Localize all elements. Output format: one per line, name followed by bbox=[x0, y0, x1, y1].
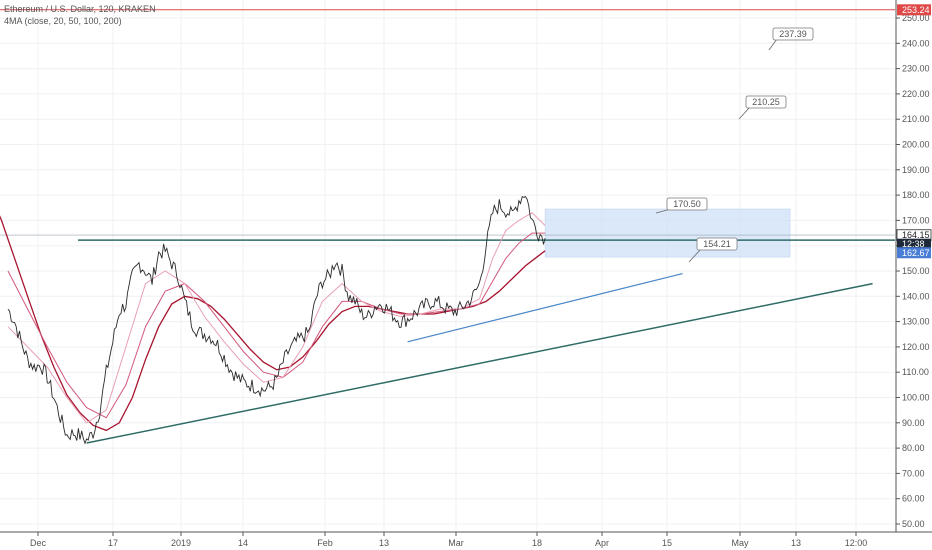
y-tick-label: 230.00 bbox=[902, 64, 930, 74]
x-tick-label: 15 bbox=[662, 538, 672, 548]
y-tick-label: 130.00 bbox=[902, 317, 930, 327]
price-badge-bg bbox=[897, 4, 931, 16]
x-tick-label: 14 bbox=[238, 538, 248, 548]
price-badge-253.24: 253.24 bbox=[897, 4, 931, 16]
price-badge-label: 162.67 bbox=[902, 248, 930, 258]
price-badge-bg bbox=[897, 247, 931, 259]
x-tick-label: 12:00 bbox=[845, 538, 868, 548]
y-tick-label: 90.00 bbox=[902, 418, 925, 428]
x-tick-label: 13 bbox=[379, 538, 389, 548]
callout-box bbox=[696, 237, 738, 251]
callout-box bbox=[666, 197, 708, 211]
y-tick-label: 120.00 bbox=[902, 342, 930, 352]
y-tick-label: 140.00 bbox=[902, 291, 930, 301]
price-badge-label: 12:38 bbox=[902, 239, 925, 249]
x-tick-label: 2019 bbox=[171, 538, 191, 548]
y-tick-label: 60.00 bbox=[902, 494, 925, 504]
x-tick-label: Feb bbox=[317, 538, 333, 548]
y-tick-label: 200.00 bbox=[902, 140, 930, 150]
y-tick-label: 170.00 bbox=[902, 215, 930, 225]
callout-box bbox=[772, 27, 814, 41]
target-zone-box bbox=[544, 208, 791, 258]
callout-leader bbox=[738, 106, 751, 120]
x-tick-label: Dec bbox=[30, 538, 47, 548]
callout-210.25: 210.25 bbox=[738, 95, 787, 120]
callout-154.21: 154.21 bbox=[688, 237, 738, 263]
legend: Ethereum / U.S. Dollar, 120, KRAKEN 4MA … bbox=[4, 3, 156, 27]
ma-fast-line bbox=[7, 212, 546, 424]
ma-mid-line bbox=[7, 232, 546, 419]
price-badge-label: 253.24 bbox=[902, 5, 930, 15]
price-badge-162.67: 162.67 bbox=[897, 247, 931, 259]
callout-label: 154.21 bbox=[703, 239, 731, 249]
y-tick-label: 240.00 bbox=[902, 38, 930, 48]
trendline-light bbox=[407, 272, 683, 343]
trend-lines bbox=[86, 272, 873, 444]
y-tick-label: 220.00 bbox=[902, 89, 930, 99]
callout-leader bbox=[688, 248, 702, 263]
callout-170.50: 170.50 bbox=[655, 197, 708, 214]
callout-box bbox=[745, 95, 787, 109]
callout-237.39: 237.39 bbox=[768, 27, 814, 51]
callout-label: 237.39 bbox=[779, 29, 807, 39]
indicator-title: 4MA (close, 20, 50, 100, 200) bbox=[4, 16, 122, 26]
y-tick-label: 210.00 bbox=[902, 114, 930, 124]
y-tick-label: 70.00 bbox=[902, 468, 925, 478]
callout-leader bbox=[768, 38, 778, 51]
price-line bbox=[7, 195, 546, 445]
y-tick-label: 110.00 bbox=[902, 367, 929, 377]
y-axis: 50.00 60.00 70.00 80.00 90.00 100.00 110.00 120… bbox=[896, 13, 930, 529]
symbol-title: Ethereum / U.S. Dollar, 120, KRAKEN bbox=[4, 4, 156, 14]
x-axis: Dec 17 2019 14 Feb 13 Mar 18 Apr 15 May 13 12:00 bbox=[30, 532, 867, 548]
y-tick-label: 250.00 bbox=[902, 13, 930, 23]
x-tick-label: 13 bbox=[791, 538, 801, 548]
callout-label: 210.25 bbox=[752, 97, 780, 107]
x-tick-label: 18 bbox=[532, 538, 542, 548]
price-callouts: 237.39 210.25 170.50 154.21 bbox=[655, 27, 814, 263]
grid bbox=[0, 0, 895, 532]
y-tick-label: 150.00 bbox=[902, 266, 930, 276]
callout-label: 170.50 bbox=[673, 199, 701, 209]
x-tick-label: Apr bbox=[595, 538, 609, 548]
price-badge-label: 164.15 bbox=[902, 230, 930, 240]
y-tick-label: 180.00 bbox=[902, 190, 930, 200]
price-series bbox=[7, 195, 546, 445]
trendline-dark bbox=[86, 282, 873, 444]
target-zone bbox=[544, 208, 791, 258]
y-tick-label: 100.00 bbox=[902, 393, 930, 403]
y-tick-label: 190.00 bbox=[902, 165, 930, 175]
x-tick-label: Mar bbox=[448, 538, 464, 548]
price-badge-12:38: 12:38 bbox=[897, 238, 931, 250]
y-tick-label: 50.00 bbox=[902, 519, 925, 529]
x-tick-label: 17 bbox=[108, 538, 118, 548]
y-tick-label: 80.00 bbox=[902, 443, 925, 453]
price-badge-bg bbox=[897, 238, 931, 250]
x-tick-label: May bbox=[731, 538, 749, 548]
